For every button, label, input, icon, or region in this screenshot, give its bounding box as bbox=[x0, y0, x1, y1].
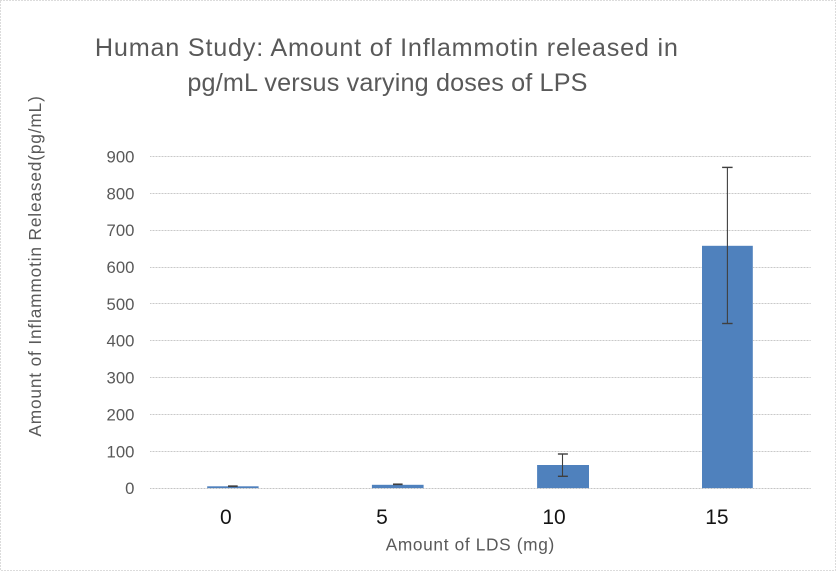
svg-text:800: 800 bbox=[107, 184, 135, 203]
svg-text:Amount of LDS (mg): Amount of LDS (mg) bbox=[386, 534, 555, 554]
svg-text:700: 700 bbox=[107, 221, 135, 240]
svg-text:500: 500 bbox=[107, 295, 135, 314]
svg-text:600: 600 bbox=[107, 258, 135, 277]
svg-text:pg/mL versus varying doses of: pg/mL versus varying doses of LPS bbox=[187, 69, 587, 97]
svg-text:10: 10 bbox=[542, 506, 565, 529]
svg-text:900: 900 bbox=[107, 148, 135, 167]
svg-text:Amount of Inflammotin Released: Amount of Inflammotin Released(pg/mL) bbox=[25, 95, 45, 436]
svg-text:200: 200 bbox=[107, 405, 135, 424]
svg-text:15: 15 bbox=[705, 506, 728, 529]
svg-text:5: 5 bbox=[376, 506, 388, 529]
svg-text:Human Study: Amount of Inflamm: Human Study: Amount of Inflammotin relea… bbox=[95, 34, 679, 62]
svg-text:0: 0 bbox=[220, 506, 232, 529]
svg-text:400: 400 bbox=[107, 332, 135, 351]
svg-text:100: 100 bbox=[107, 442, 135, 461]
svg-text:300: 300 bbox=[107, 369, 135, 388]
svg-text:0: 0 bbox=[125, 479, 134, 498]
